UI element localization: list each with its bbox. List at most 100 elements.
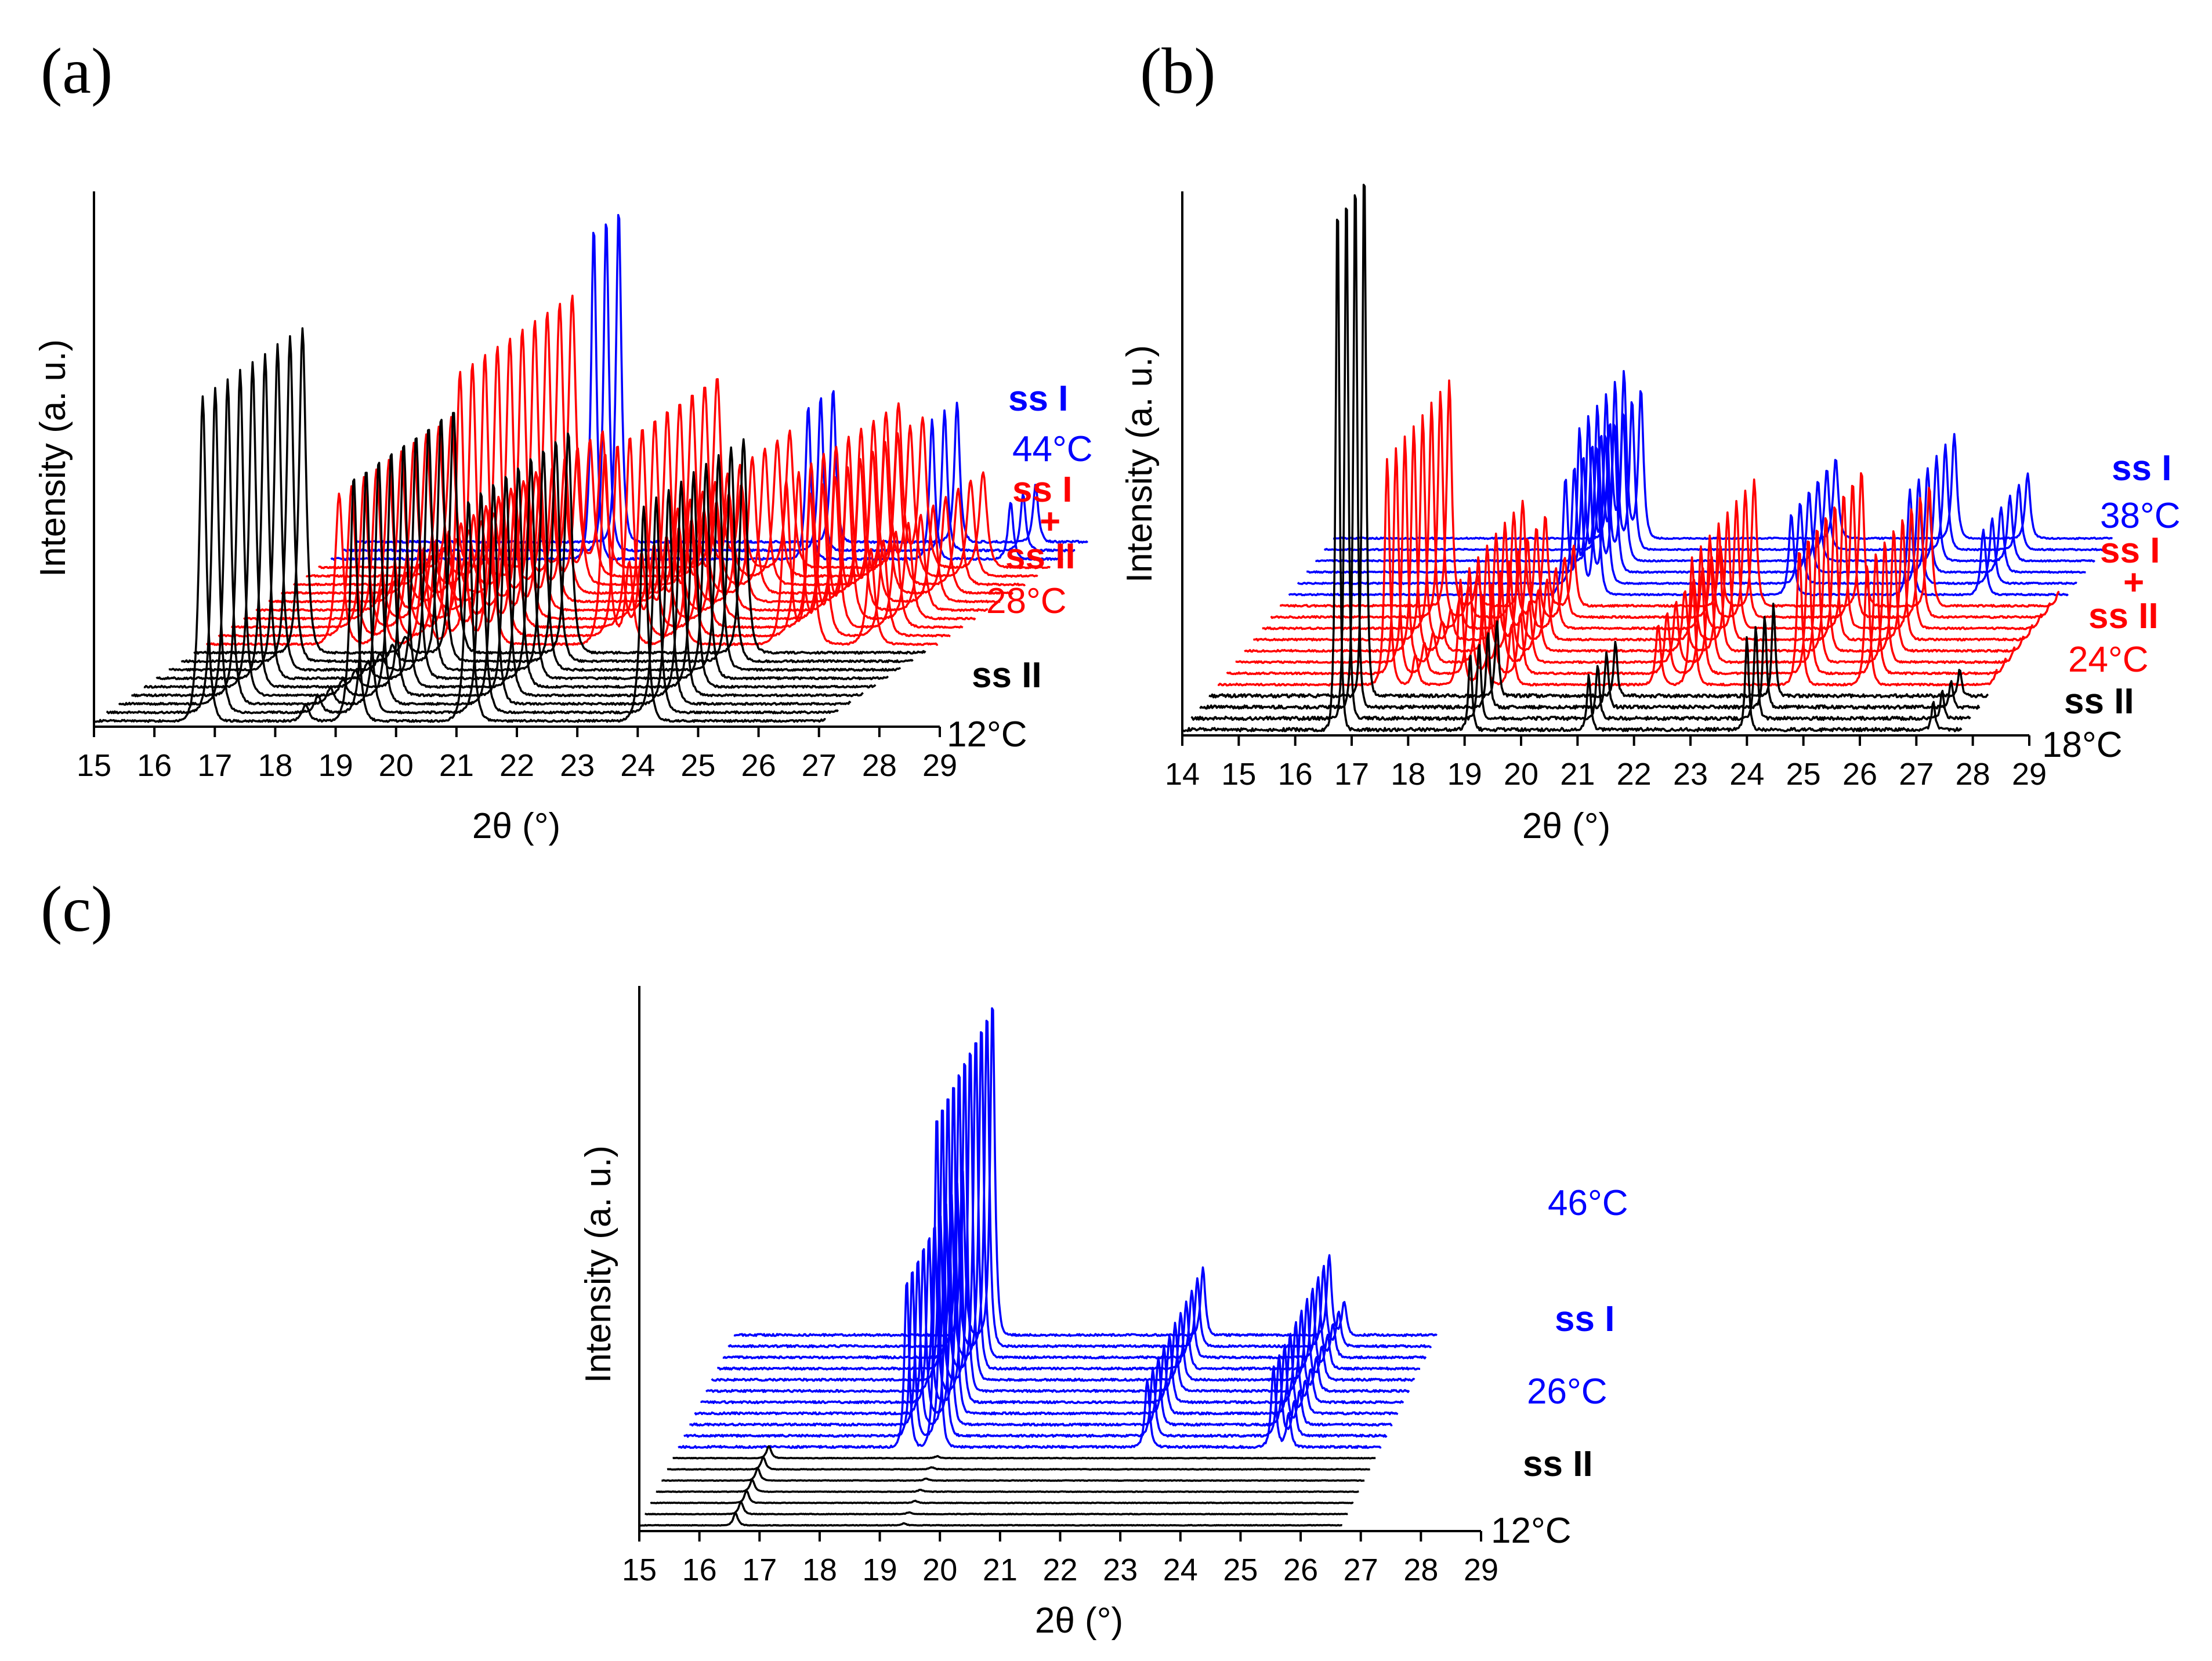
x-tick-label-25: 25 [1786,757,1821,792]
x-tick-label-29: 29 [1464,1553,1498,1587]
x-tick-label-16: 16 [137,748,172,783]
y-axis-title-b: Intensity (a. u.) [1120,345,1160,583]
panel-label-b: (b) [1140,35,1216,107]
trace-red-7 [1244,425,2025,653]
x-ticks-a: 15 16 17 18 19 20 21 22 23 24 25 26 27 28 29 [77,727,957,783]
annotation-b-1: 38°C [2100,496,2181,536]
traces-b [1182,183,2113,732]
panel-b: (b) 14 15 16 17 18 19 20 21 22 23 24 25 26 27 28 29 2θ … [1120,35,2181,846]
trace-black-6 [168,343,902,672]
x-tick-label-27: 27 [1344,1553,1378,1587]
annotation-a-7: 12°C [947,715,1027,755]
x-tick-label-23: 23 [1673,757,1708,792]
trace-blue-15 [722,1031,1427,1359]
trace-black-4 [661,1467,1365,1482]
x-tick-label-22: 22 [1617,757,1652,792]
y-axis-title-c: Intensity (a. u.) [578,1145,618,1383]
trace-blue-16 [727,1020,1432,1348]
annotation-b-5: 24°C [2068,640,2149,680]
trace-blue-9 [689,1098,1393,1427]
trace-black-7 [180,335,914,663]
x-tick-label-24: 24 [1163,1553,1198,1587]
traces-a [93,213,1089,723]
trace-black-6 [672,1445,1376,1460]
trace-black-0 [1182,219,1963,732]
trace-black-4 [143,361,877,689]
trace-black-3 [131,369,864,698]
panel-label-a: (a) [41,35,113,107]
annotation-a-6: ss II [972,655,1042,695]
x-tick-label-21: 21 [439,748,474,783]
x-tick-label-20: 20 [379,748,414,783]
panel-c: (c) 15 16 17 18 19 20 21 22 23 24 25 26 27 28 29 2θ (°… [41,873,1628,1641]
annotation-c-3: ss II [1523,1444,1593,1484]
x-tick-label-25: 25 [1223,1553,1258,1587]
trace-blue-17 [733,1007,1438,1337]
x-tick-label-26: 26 [1842,757,1877,792]
x-tick-label-26: 26 [741,748,776,783]
trace-blue-12 [705,1062,1410,1393]
x-tick-label-17: 17 [1334,757,1369,792]
annotation-b-0: ss I [2112,448,2171,488]
panel-a: (a) 15 16 17 18 19 20 21 22 23 24 25 26 27 28 29 2θ (°… [33,35,1093,846]
x-tick-label-27: 27 [802,748,837,783]
annotation-b-4: ss II [2088,596,2159,636]
x-tick-label-23: 23 [560,748,595,783]
annotation-c-4: 12°C [1491,1511,1572,1551]
x-tick-label-21: 21 [983,1553,1018,1587]
trace-red-10 [218,363,951,638]
annotation-c-2: 26°C [1527,1372,1608,1412]
x-tick-label-18: 18 [802,1553,837,1587]
x-tick-label-17: 17 [742,1553,777,1587]
panel-label-c: (c) [41,873,113,945]
x-ticks-b: 14 15 16 17 18 19 20 21 22 23 24 25 26 27 28 29 [1165,735,2047,792]
x-tick-label-20: 20 [922,1553,957,1587]
x-tick-label-16: 16 [1278,757,1313,792]
trace-blue-10 [694,1087,1399,1416]
x-axis-title-c: 2θ (°) [1035,1601,1123,1641]
x-tick-label-19: 19 [1447,757,1482,792]
trace-black-5 [667,1456,1371,1471]
x-tick-label-25: 25 [680,748,715,783]
x-tick-label-27: 27 [1899,757,1934,792]
traces-c [639,1007,1438,1527]
trace-red-6 [1235,435,2016,664]
trace-black-1 [1190,207,1971,721]
annotation-b-7: 18°C [2042,725,2123,765]
trace-black-0 [639,1511,1343,1527]
x-tick-label-26: 26 [1283,1553,1318,1587]
annotation-a-1: 44°C [1012,429,1093,469]
trace-blue-13 [711,1052,1415,1382]
x-tick-label-24: 24 [1729,757,1764,792]
annotation-b-2: ss I [2100,531,2160,571]
trace-black-2 [118,378,852,706]
x-tick-label-15: 15 [622,1553,657,1587]
x-tick-label-16: 16 [682,1553,717,1587]
x-tick-label-20: 20 [1504,757,1538,792]
x-tick-label-19: 19 [318,748,353,783]
annotation-a-0: ss I [1008,379,1068,419]
trace-red-8 [1252,414,2034,642]
trace-blue-14 [717,1042,1421,1371]
trace-red-12 [243,346,976,621]
annotation-a-4: ss II [1005,536,1076,576]
x-tick-label-15: 15 [1221,757,1256,792]
annotation-c-1: ss I [1555,1299,1614,1339]
trace-black-5 [155,353,889,680]
trace-black-2 [650,1490,1354,1504]
x-tick-label-22: 22 [499,748,534,783]
annotation-a-5: 28°C [986,581,1067,621]
trace-black-3 [656,1478,1359,1493]
x-tick-label-17: 17 [197,748,232,783]
trace-black-0 [93,395,826,723]
x-tick-label-29: 29 [2012,757,2047,792]
x-tick-label-19: 19 [863,1553,897,1587]
x-tick-label-23: 23 [1103,1553,1138,1587]
x-tick-label-18: 18 [1391,757,1425,792]
trace-blue-8 [683,1109,1388,1438]
x-tick-label-18: 18 [258,748,292,783]
trace-blue-11 [700,1074,1404,1405]
x-tick-label-24: 24 [620,748,655,783]
annotation-c-0: 46°C [1548,1183,1628,1223]
x-tick-label-15: 15 [77,748,111,783]
